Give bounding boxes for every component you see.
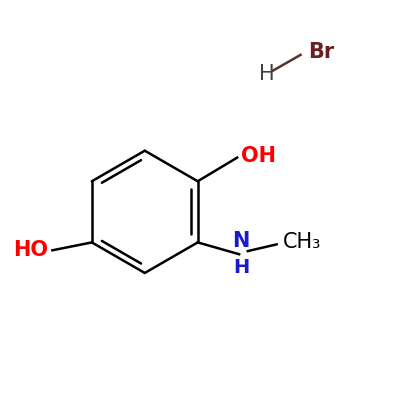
Text: H: H	[259, 64, 275, 84]
Text: HO: HO	[14, 240, 48, 260]
Text: Br: Br	[308, 42, 335, 62]
Text: CH₃: CH₃	[282, 232, 321, 252]
Text: OH: OH	[241, 146, 276, 166]
Text: N: N	[232, 231, 250, 251]
Text: H: H	[233, 258, 249, 277]
